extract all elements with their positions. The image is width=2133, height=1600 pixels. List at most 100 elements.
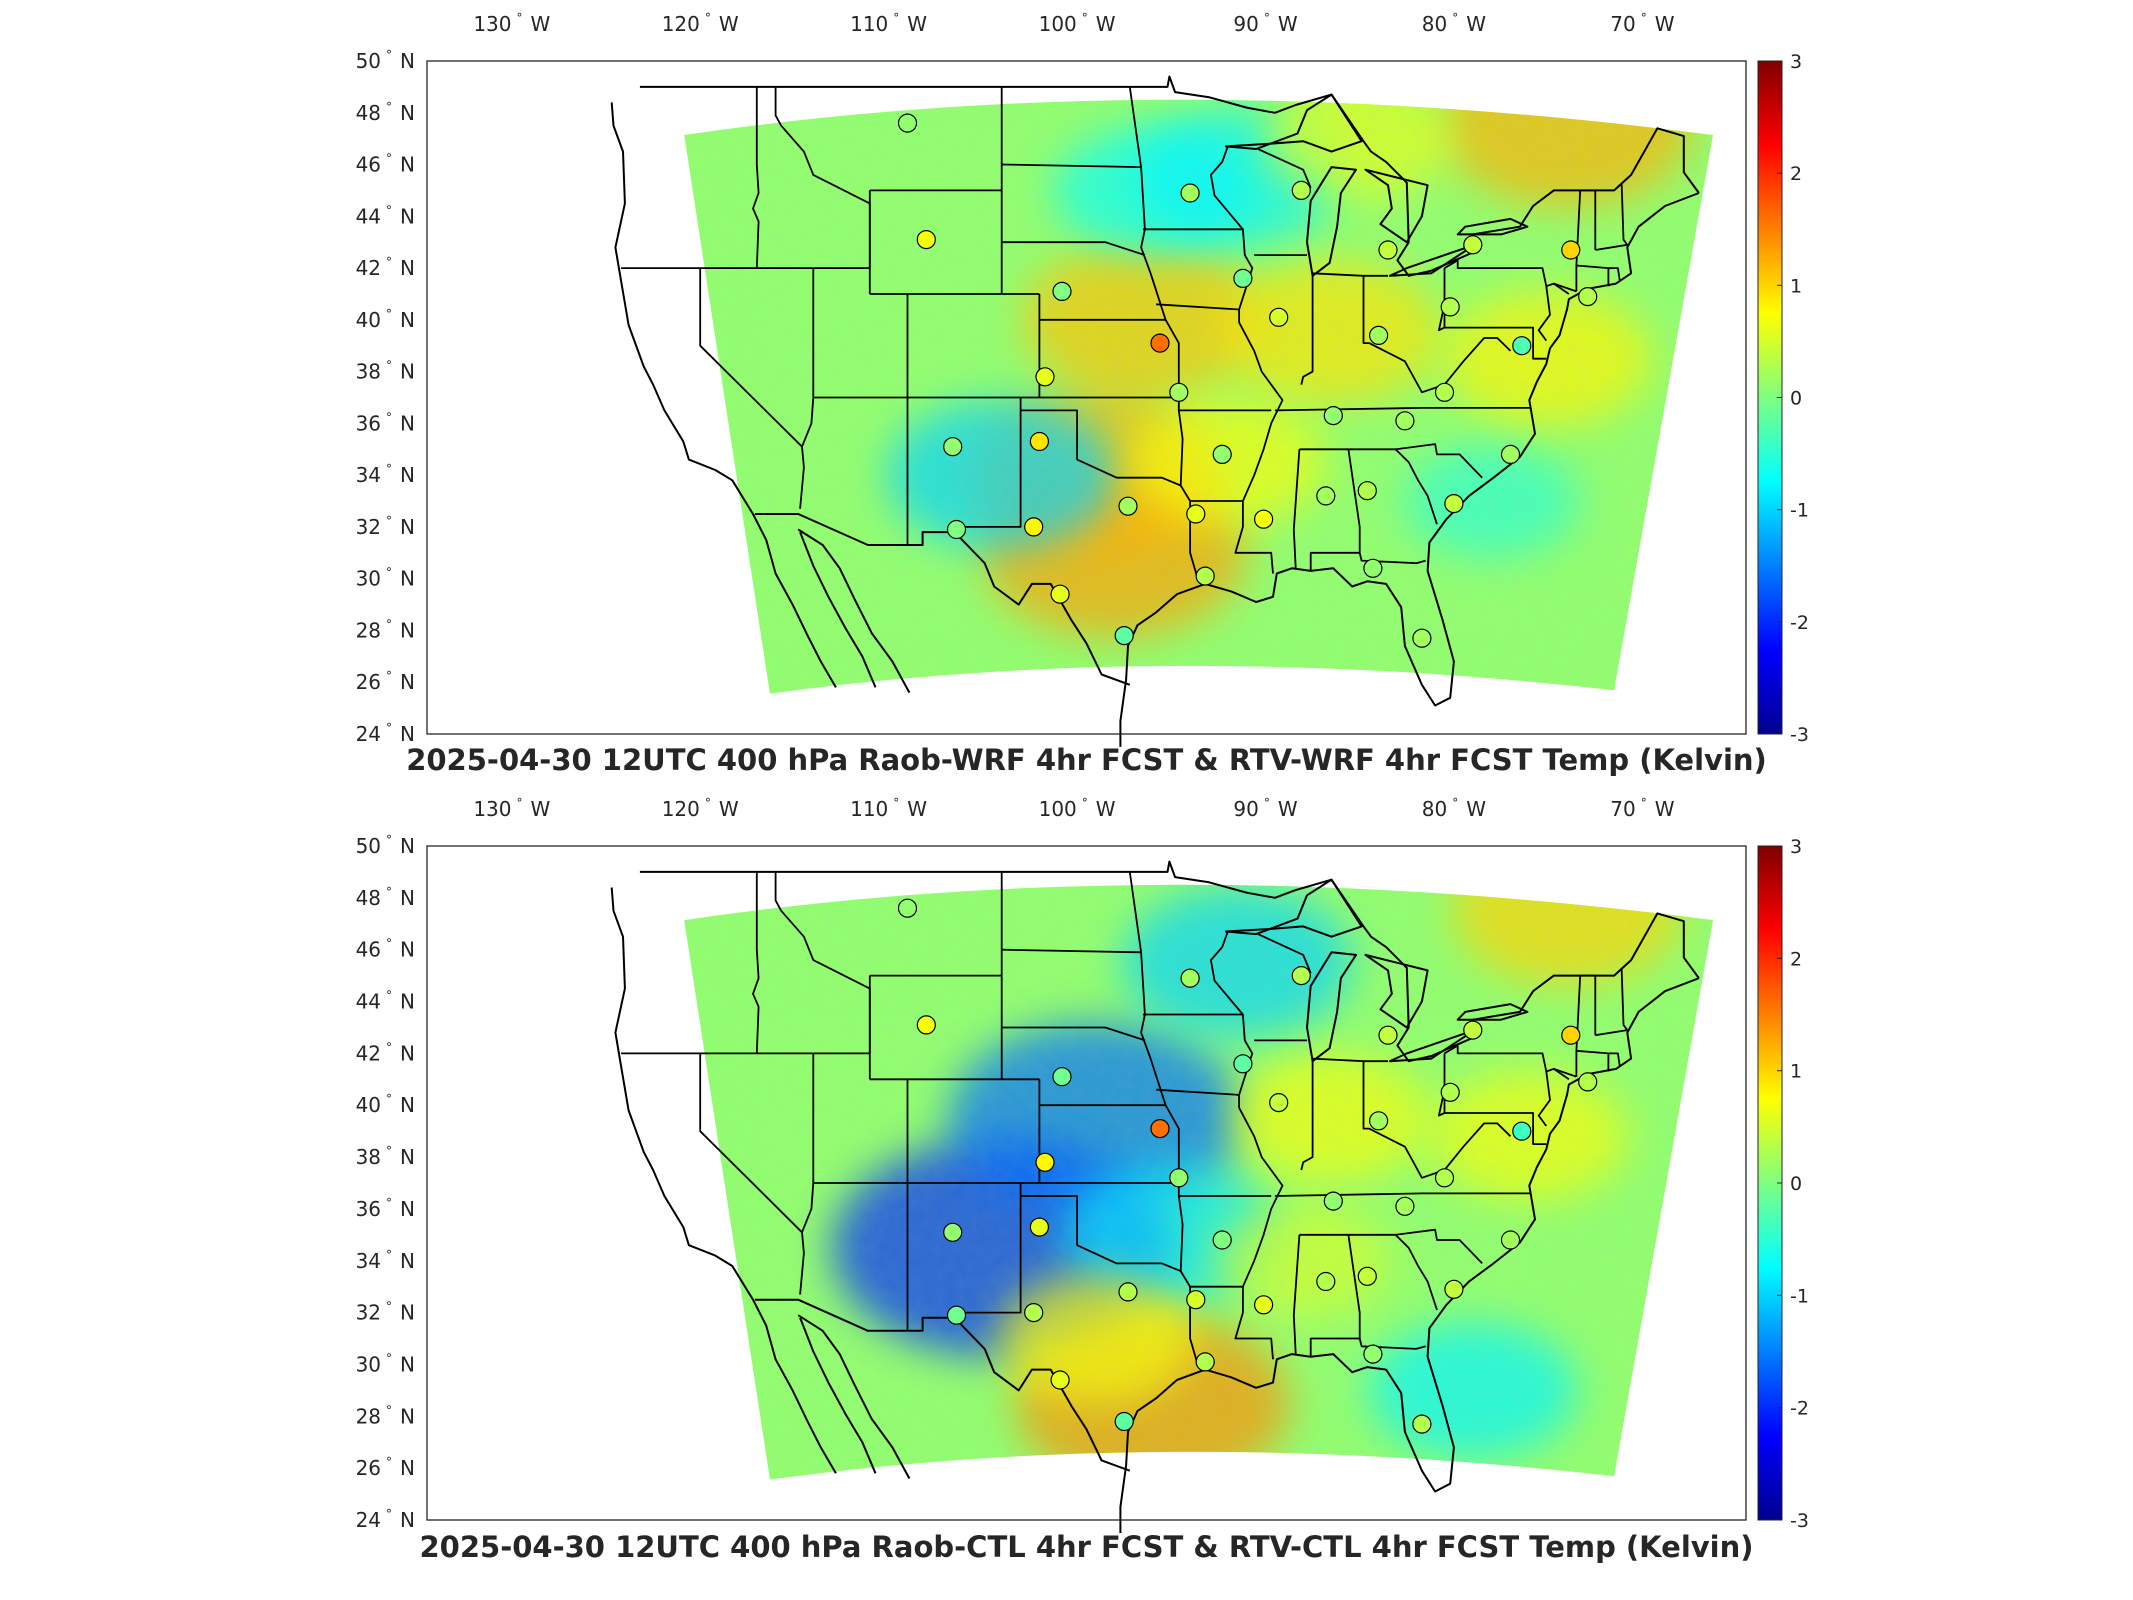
raob-station-marker (1440, 297, 1460, 317)
degree-symbol: ° (705, 11, 711, 25)
raob-station-marker (1118, 496, 1138, 516)
raob-station-marker (1233, 1054, 1253, 1074)
lat-tick-label: 28 ° N (356, 1403, 415, 1428)
panel-title: 2025-04-30 12UTC 400 hPa Raob-CTL 4hr FC… (419, 1530, 1753, 1564)
lake-outline (1224, 878, 1363, 938)
lake-outline (1456, 217, 1529, 236)
degree-symbol: ° (893, 796, 899, 810)
raob-station-marker (1114, 625, 1134, 646)
state-border (1595, 1029, 1628, 1037)
degree-symbol: ° (386, 1248, 392, 1262)
coastlines-and-borders (610, 860, 1700, 1533)
raob-station-marker (897, 898, 918, 918)
coastline (799, 1317, 877, 1474)
coastline (610, 887, 837, 1474)
raob-station-marker (1291, 180, 1311, 200)
raob-station-marker (1180, 968, 1200, 988)
lon-tick-label: 130 ° W (473, 11, 550, 36)
colorbar-tick-label: -1 (1790, 500, 1809, 522)
coastlines-and-borders (610, 75, 1700, 747)
state-border (1156, 1088, 1240, 1096)
raob-station-marker (946, 519, 967, 540)
lat-tick-label: 48 ° N (356, 100, 415, 125)
lat-tick-label: 38 ° N (356, 1144, 415, 1169)
raob-station-marker (1463, 1020, 1483, 1040)
raob-station-marker (1118, 1282, 1138, 1302)
state-border (1553, 1068, 1570, 1081)
state-border (1394, 1234, 1438, 1311)
lake-outline (1364, 953, 1429, 1029)
colorbar-tick-label: 0 (1790, 388, 1802, 410)
degree-symbol: ° (1452, 11, 1458, 25)
raob-station-marker (946, 1305, 967, 1325)
degree-symbol: ° (893, 11, 899, 25)
degree-symbol: ° (386, 833, 392, 847)
degree-symbol: ° (1641, 11, 1647, 25)
raob-station-marker (1363, 558, 1383, 578)
degree-symbol: ° (517, 11, 523, 25)
raob-stations (897, 898, 1598, 1434)
colorbar-tick-label: 1 (1790, 1061, 1802, 1083)
raob-station-marker (1195, 566, 1215, 586)
lon-tick-label: 70 ° W (1610, 11, 1674, 36)
raob-station-marker (943, 1222, 963, 1242)
degree-symbol: ° (386, 100, 392, 114)
state-border (1537, 1071, 1551, 1127)
state-border (1292, 1234, 1301, 1355)
state-border (1362, 1061, 1512, 1179)
top-map-panel: 130 ° W 120 ° W 110 ° W 100 ° W 90 ° W 80 ° W 70 ° W 50 ° N 48 ° N… (356, 11, 1809, 777)
raob-station-marker (1500, 1230, 1521, 1250)
colorbar-tick-label: 3 (1790, 836, 1802, 858)
raob-station-marker (1180, 183, 1200, 203)
degree-symbol: ° (386, 1144, 392, 1158)
state-border (1300, 1058, 1314, 1171)
raob-station-marker (1357, 1266, 1377, 1286)
lon-tick-label: 120 ° W (662, 796, 739, 821)
degree-symbol: ° (386, 937, 392, 951)
coastline (1119, 977, 1700, 1533)
raob-station-marker (1169, 382, 1189, 402)
lake-outline (1388, 1029, 1476, 1063)
degree-symbol: ° (1264, 796, 1270, 810)
colorbar-tick-label: -2 (1790, 612, 1809, 634)
degree-symbol: ° (1082, 11, 1088, 25)
raob-station-marker (1578, 1072, 1598, 1092)
state-border (1312, 272, 1388, 277)
raob-station-marker (1169, 1168, 1189, 1188)
lat-tick-label: 38 ° N (356, 359, 415, 384)
raob-station-marker (1253, 509, 1274, 529)
state-border (1620, 182, 1629, 246)
lat-tick-label: 50 ° N (356, 833, 415, 858)
state-border (1299, 1228, 1483, 1265)
colorbar-tick-label: 2 (1790, 163, 1802, 185)
degree-symbol: ° (386, 1196, 392, 1210)
raob-station-marker (1233, 268, 1253, 288)
map-axes-box (426, 845, 1747, 1521)
lat-tick-label: 36 ° N (356, 410, 415, 435)
raob-station-marker (1050, 1370, 1070, 1390)
lat-tick-label: 48 ° N (356, 885, 415, 910)
state-border (1438, 1053, 1446, 1117)
state-border (752, 871, 760, 1054)
state-border (1444, 326, 1547, 360)
raob-station-marker (1395, 411, 1415, 431)
lat-tick-label: 42 ° N (356, 255, 415, 280)
raob-station-marker (1434, 382, 1455, 402)
degree-symbol: ° (386, 307, 392, 321)
state-border (1608, 1052, 1621, 1067)
colorbar-tick-label: 0 (1790, 1173, 1802, 1195)
lon-tick-label: 120 ° W (662, 11, 739, 36)
state-border (1274, 407, 1532, 412)
bottom-map-panel: 130 ° W 120 ° W 110 ° W 100 ° W 90 ° W 80 ° W 70 ° W 50 ° N 48 ° N… (356, 796, 1809, 1564)
degree-symbol: ° (386, 618, 392, 632)
state-border (1210, 146, 1284, 574)
state-border (1210, 931, 1284, 1360)
lon-tick-label: 80 ° W (1422, 11, 1486, 36)
raob-station-marker (1378, 1025, 1398, 1045)
degree-symbol: ° (386, 989, 392, 1003)
raob-station-marker (1035, 1152, 1055, 1172)
lat-tick-label: 36 ° N (356, 1196, 415, 1221)
state-border (1394, 448, 1438, 525)
colorbar-tick-label: -2 (1790, 1398, 1809, 1420)
